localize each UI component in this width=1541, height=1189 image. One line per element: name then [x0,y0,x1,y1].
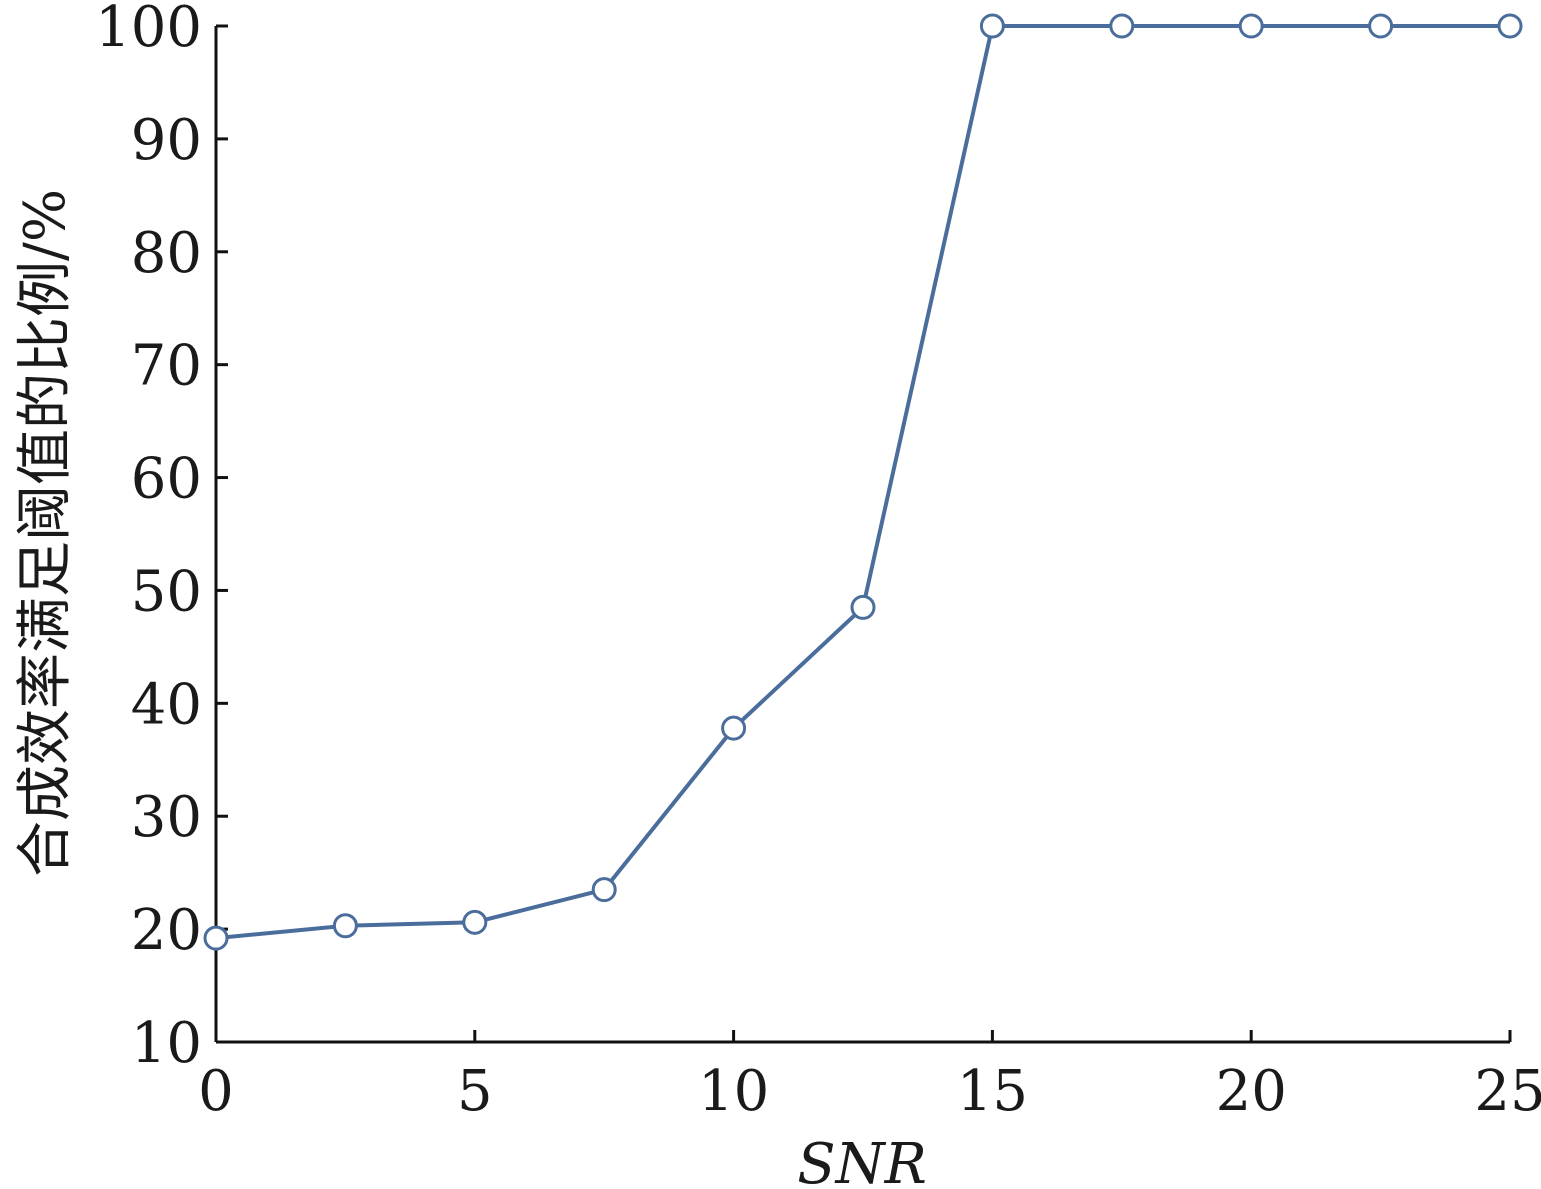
y-tick-label: 60 [131,447,202,512]
y-tick-label: 100 [95,0,202,60]
y-tick-label: 50 [131,559,202,624]
x-tick-label: 25 [1474,1059,1541,1124]
data-point-marker [203,925,229,951]
x-axis-label: SNR [797,1132,927,1189]
data-point-marker [462,909,488,935]
series-line [215,24,1510,941]
x-axis-ticks: 0 5 10 15 20 25 [198,1030,1541,1124]
data-point-marker [1238,13,1264,39]
data-point-marker [721,715,747,741]
x-tick-label: 0 [198,1059,234,1124]
x-tick-label: 5 [457,1059,493,1124]
data-point-marker [332,913,358,939]
data-point-marker [979,13,1005,39]
y-axis-label: 合成效率满足阈值的比例/% [13,189,78,877]
y-tick-label: 20 [131,898,202,963]
data-point-marker [1368,13,1394,39]
y-tick-label: 40 [131,672,202,737]
data-point-marker [591,877,617,903]
x-tick-label: 15 [957,1059,1028,1124]
data-point-marker [1497,13,1523,39]
y-tick-label: 30 [131,785,202,850]
data-point-marker [850,594,876,620]
y-tick-label: 90 [131,108,202,173]
data-point-marker [1109,13,1135,39]
y-tick-label: 80 [131,221,202,286]
x-tick-label: 10 [698,1059,769,1124]
y-axis-ticks: 10 20 30 40 50 60 70 80 90 100 [95,0,228,1076]
plot-area [203,13,1523,951]
y-tick-label: 70 [131,334,202,399]
x-tick-label: 20 [1216,1059,1287,1124]
y-tick-label: 10 [131,1011,202,1076]
axes [214,26,1510,1044]
